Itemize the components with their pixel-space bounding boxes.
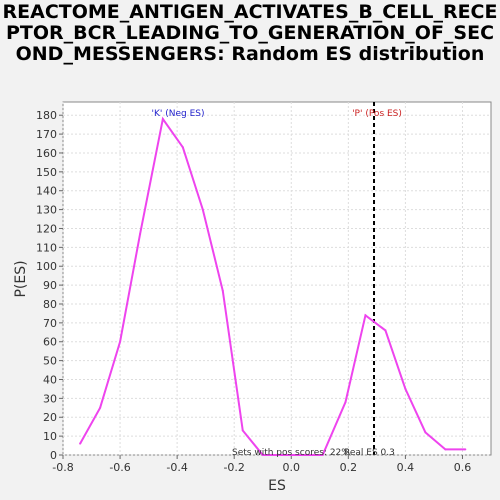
- x-tick-label: -0.4: [166, 461, 187, 474]
- data-point: [384, 329, 387, 332]
- y-tick-label: 10: [43, 430, 57, 443]
- data-point: [424, 431, 427, 434]
- data-point: [464, 448, 467, 451]
- sets-pos-scores: Sets with pos scores: 22%: [232, 448, 350, 458]
- series-line: [79, 116, 466, 456]
- series-group: [79, 116, 467, 456]
- data-point: [281, 454, 284, 456]
- x-axis-title: ES: [268, 478, 286, 494]
- data-point: [261, 454, 264, 456]
- y-tick-label: 30: [43, 392, 57, 405]
- data-point: [201, 208, 204, 211]
- y-tick-label: 70: [43, 317, 57, 330]
- y-tick-label: 140: [36, 185, 57, 198]
- data-point: [241, 429, 244, 432]
- x-tick-label: -0.6: [109, 461, 130, 474]
- y-tick-label: 0: [50, 449, 57, 462]
- y-tick-label: 160: [36, 147, 57, 160]
- x-tick-label: 0.4: [397, 461, 415, 474]
- data-point: [344, 401, 347, 404]
- y-tick-label: 20: [43, 411, 57, 424]
- data-point: [321, 454, 324, 456]
- y-tick-label: 80: [43, 298, 57, 311]
- x-tick-label: -0.2: [223, 461, 244, 474]
- x-tick-label: 0.2: [340, 461, 358, 474]
- y-axis: 0 10 20 30 40 50 60 70 80 90 100 110 120 130 140 150 160…: [36, 109, 63, 462]
- chart-title: REACTOME_ANTIGEN_ACTIVATES_B_CELL_RECEPT…: [2, 1, 498, 65]
- data-point: [444, 448, 447, 451]
- data-point: [364, 314, 367, 317]
- y-tick-label: 60: [43, 336, 57, 349]
- y-tick-label: 50: [43, 355, 57, 368]
- data-point: [139, 233, 142, 236]
- y-tick-label: 150: [36, 166, 57, 179]
- data-point: [181, 146, 184, 149]
- y-tick-label: 90: [43, 279, 57, 292]
- data-point: [221, 289, 224, 292]
- y-tick-label: 170: [36, 128, 57, 141]
- real-es-text: Real ES 0.3: [344, 448, 395, 458]
- grid: [62, 102, 491, 456]
- x-tick-label: -0.8: [52, 461, 73, 474]
- pos-es-label: 'P' (Pos ES): [352, 109, 402, 119]
- y-axis-title: P(ES): [13, 260, 29, 297]
- data-point: [161, 117, 164, 120]
- data-point: [301, 454, 304, 456]
- plot-area: [62, 101, 492, 456]
- data-point: [404, 387, 407, 390]
- x-axis: -0.8 -0.6 -0.4 -0.2 0.0 0.2 0.4 0.6: [52, 455, 471, 474]
- data-point: [119, 340, 122, 343]
- y-tick-label: 120: [36, 222, 57, 235]
- neg-es-label: 'K' (Neg ES): [152, 109, 205, 119]
- x-tick-label: 0.6: [454, 461, 472, 474]
- data-point: [79, 442, 82, 445]
- y-tick-label: 180: [36, 109, 57, 122]
- y-tick-label: 100: [36, 260, 57, 273]
- data-point: [99, 406, 102, 409]
- y-tick-label: 130: [36, 204, 57, 217]
- y-tick-label: 110: [36, 241, 57, 254]
- x-tick-label: 0.0: [283, 461, 301, 474]
- y-tick-label: 40: [43, 373, 57, 386]
